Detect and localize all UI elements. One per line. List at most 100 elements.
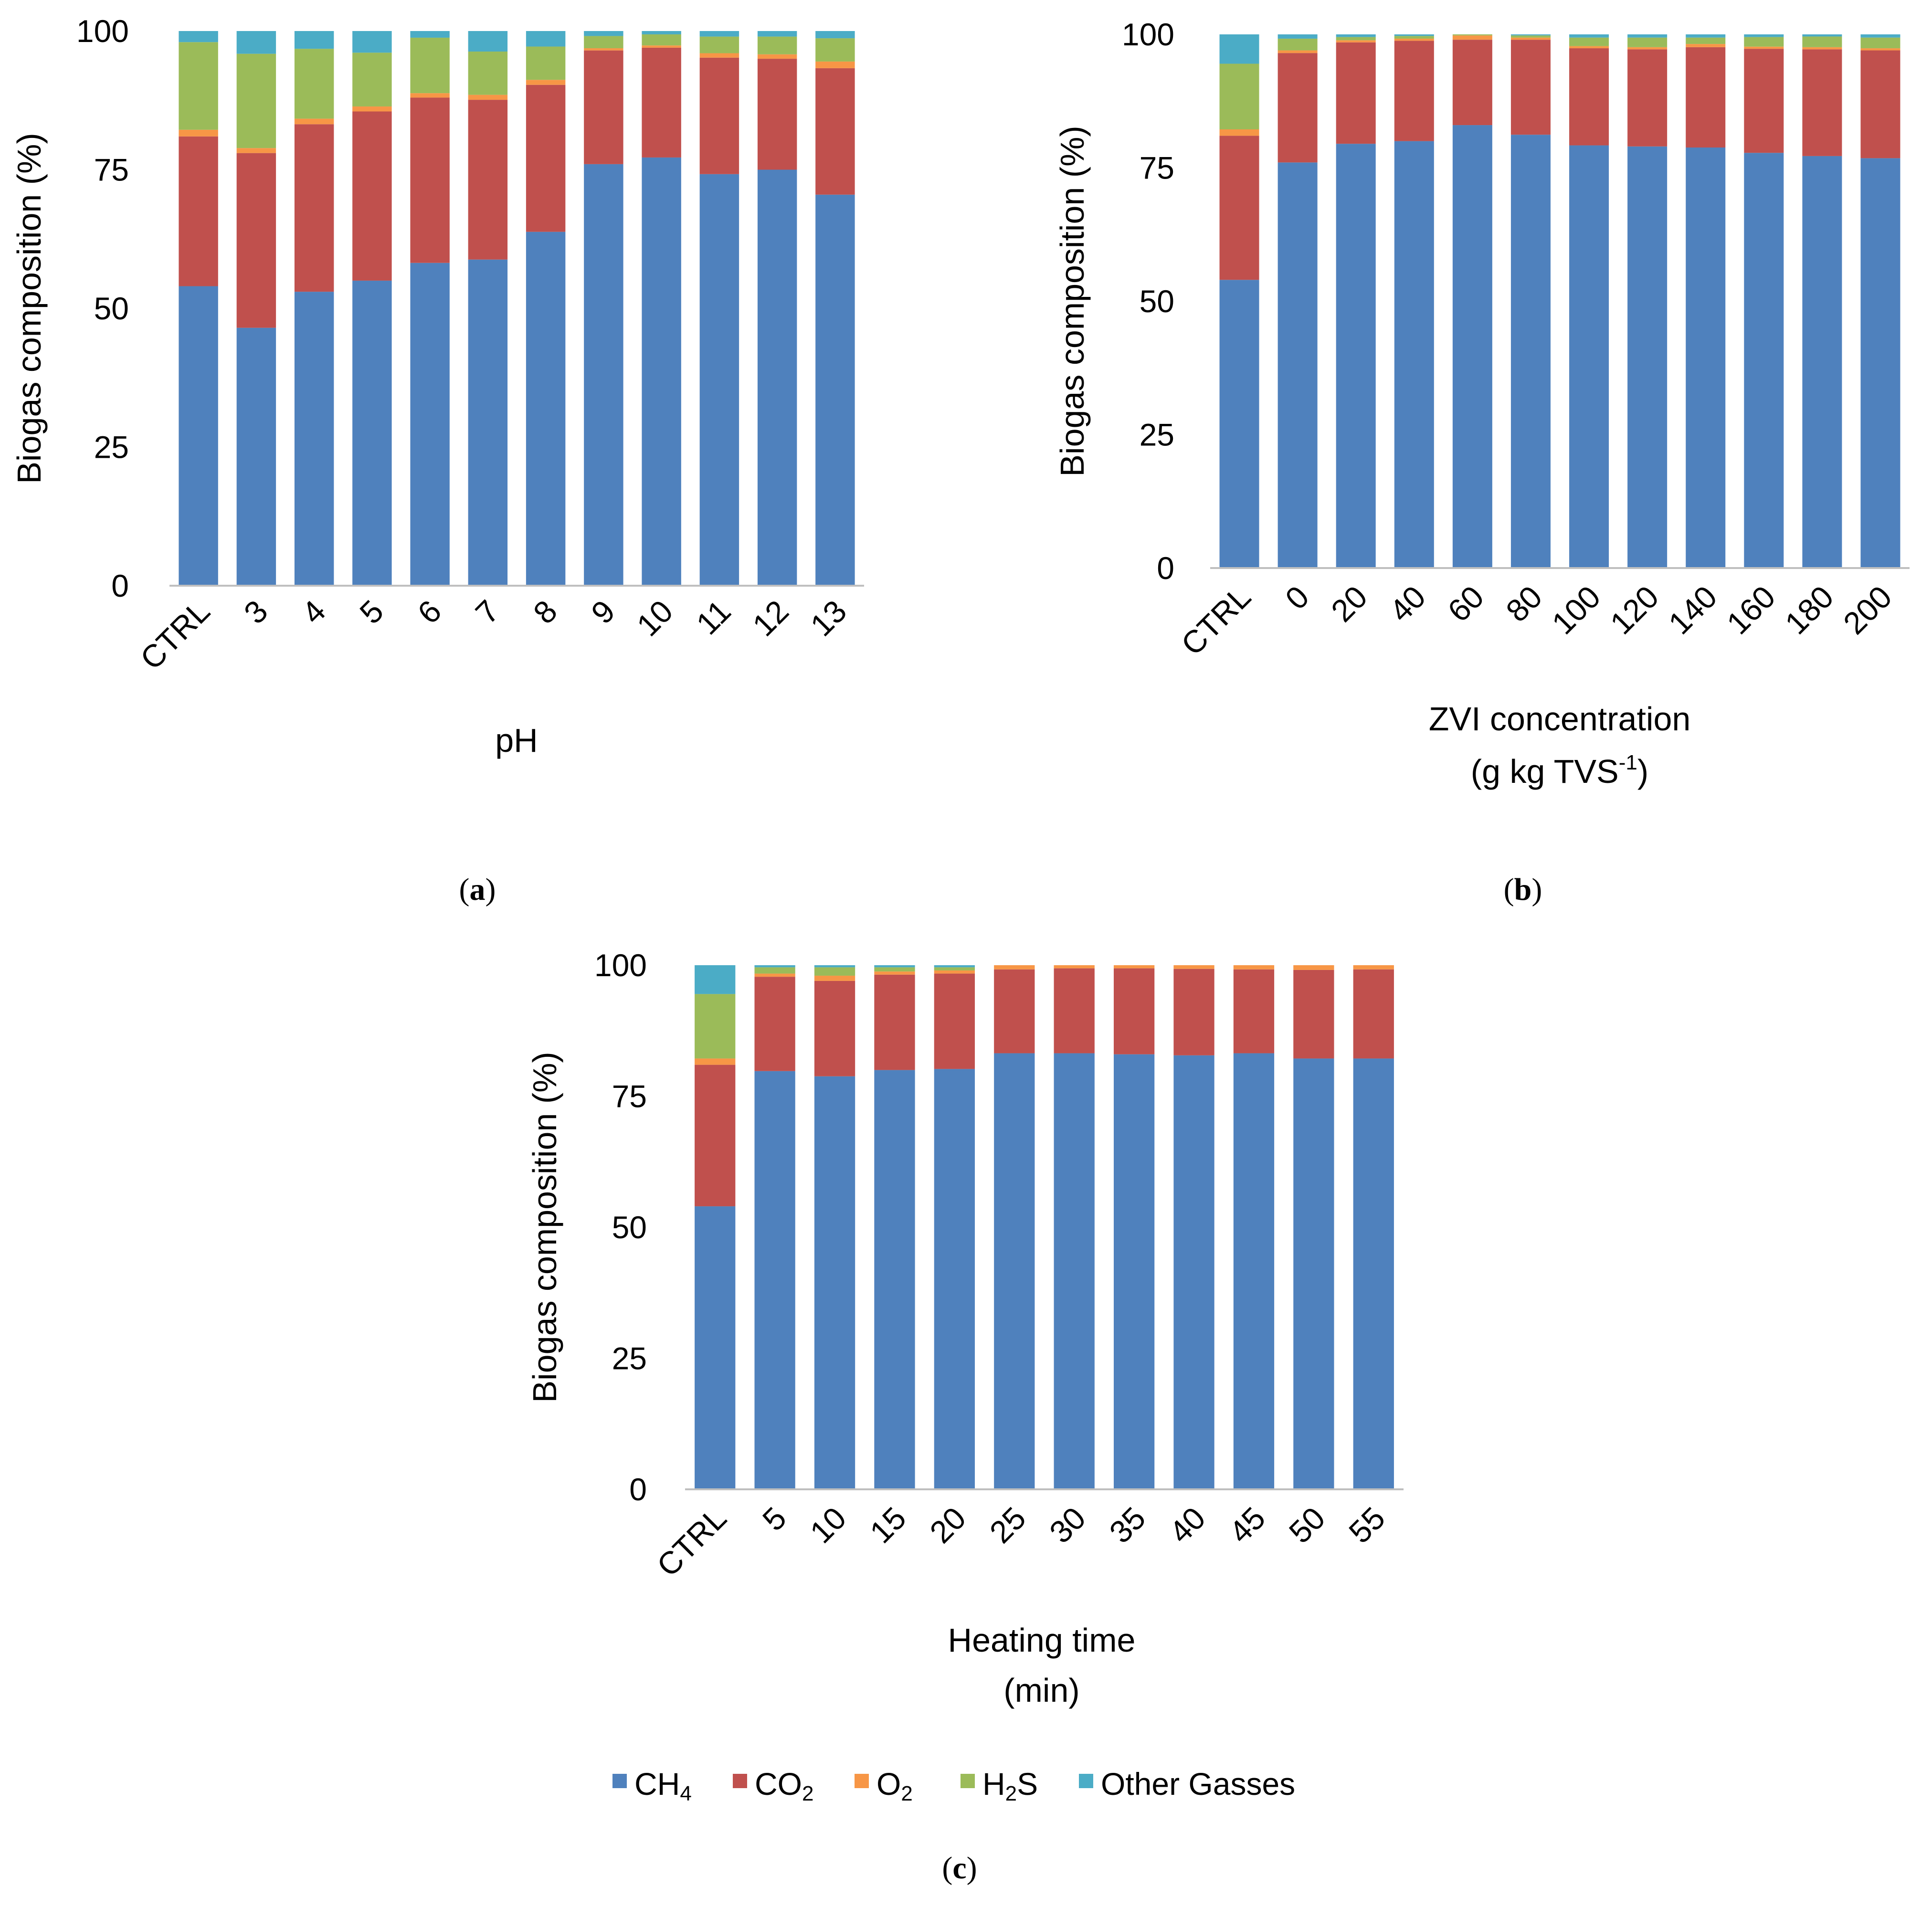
bar-segment-other: [815, 31, 855, 39]
x-tick-label: 140: [1661, 579, 1723, 641]
x-tick-label: CTRL: [650, 1500, 733, 1583]
bar-segment-h2s: [815, 38, 855, 62]
chart-panel-a: 0 25 50 75 100 CTRL 3 4 5 6 7 8 9 10 11 12 13 Biogas comp…: [11, 13, 864, 907]
bar-segment-co2: [1054, 968, 1095, 1054]
x-tick-label: 11: [689, 593, 738, 642]
bar-segment-other: [874, 965, 915, 968]
bar-segment-ch4: [1277, 162, 1318, 568]
x-tick-label: 40: [1162, 1500, 1212, 1550]
x-tick-label: 100: [1545, 579, 1607, 641]
bar-segment-ch4: [468, 259, 508, 586]
x-tick-label: CTRL: [1174, 579, 1257, 662]
bar-segment-co2: [1686, 47, 1726, 148]
x-tick-label: 13: [803, 593, 853, 643]
bar-segment-o2: [352, 106, 392, 112]
bar-segment-o2: [179, 129, 218, 137]
bar-segment-ch4: [410, 263, 450, 586]
x-axis-title-units: (min): [1003, 1672, 1079, 1709]
bar-segment-ch4: [526, 232, 566, 586]
bar-segment-co2: [1744, 49, 1784, 153]
legend-swatch-o2: [855, 1774, 869, 1788]
bar-segment-h2s: [1860, 37, 1900, 49]
x-tick-label: 80: [1499, 579, 1549, 629]
bar-segment-ch4: [994, 1053, 1035, 1489]
bar-segment-other: [584, 31, 623, 36]
bar-segment-co2: [1627, 49, 1668, 147]
bar-segment-co2: [294, 124, 334, 292]
x-tick-label: 5: [756, 1500, 793, 1538]
bar-segment-other: [695, 965, 736, 994]
bar-segment-h2s: [874, 967, 915, 972]
bar-segment-o2: [410, 93, 450, 98]
x-tick-label: 120: [1603, 579, 1665, 641]
x-tick-label: 50: [1282, 1500, 1332, 1550]
legend: CH4 CO2 O2 H2S Other Gasses: [612, 1766, 1295, 1805]
bar-segment-o2: [468, 95, 508, 100]
bar-segment-ch4: [179, 286, 218, 586]
bar-segment-co2: [1219, 136, 1259, 280]
bar-segment-ch4: [934, 1069, 975, 1489]
bar-segment-o2: [1353, 965, 1394, 969]
bar-segment-co2: [1277, 53, 1318, 163]
y-tick-label: 0: [629, 1472, 647, 1507]
bar-segment-h2s: [1336, 37, 1376, 41]
y-tick-label: 0: [111, 568, 129, 603]
y-tick-label: 75: [612, 1079, 647, 1114]
x-axis-title: Heating time: [948, 1622, 1136, 1659]
bar-segment-other: [642, 31, 681, 34]
bar-segment-ch4: [754, 1071, 795, 1489]
bar-segment-other: [1277, 34, 1318, 39]
bar-segment-h2s: [695, 994, 736, 1059]
bar-segment-co2: [584, 50, 623, 164]
x-tick-label: 4: [295, 593, 332, 631]
bar-segment-h2s: [1277, 38, 1318, 51]
bar-segment-ch4: [1627, 146, 1668, 568]
bar-segment-h2s: [236, 53, 276, 148]
bar-segment-o2: [1627, 47, 1668, 50]
bar-segment-h2s: [642, 34, 681, 46]
x-axis-title: ZVI concentration: [1429, 700, 1691, 738]
y-axis-title: Biogas composition (%): [526, 1052, 563, 1402]
bar-segment-h2s: [1744, 37, 1784, 47]
bar-segment-other: [1510, 34, 1551, 36]
bar-segment-ch4: [236, 327, 276, 586]
bar-segment-co2: [1113, 968, 1155, 1054]
y-tick-label: 50: [1140, 284, 1174, 319]
bar-segment-o2: [1293, 965, 1334, 970]
bar-segment-ch4: [874, 1070, 915, 1489]
bar-segment-o2: [1802, 47, 1842, 50]
bar-segment-o2: [526, 80, 566, 85]
bar-segment-h2s: [1686, 37, 1726, 44]
bar-segment-o2: [695, 1058, 736, 1065]
y-tick-label: 25: [1140, 417, 1174, 453]
x-tick-label: 8: [527, 593, 564, 631]
legend-label-other: Other Gasses: [1101, 1766, 1295, 1802]
bar-segment-co2: [1336, 42, 1376, 144]
y-tick-label: 0: [1157, 550, 1174, 586]
bar-segment-h2s: [1627, 37, 1668, 47]
bar-segment-co2: [934, 973, 975, 1069]
x-tick-label: 180: [1778, 579, 1840, 641]
bar-segment-ch4: [815, 194, 855, 586]
x-tick-label: 3: [237, 593, 274, 631]
bar-segment-co2: [642, 47, 681, 158]
bar-segment-o2: [584, 48, 623, 51]
bar-segment-h2s: [699, 36, 739, 53]
bar-segment-ch4: [1353, 1058, 1394, 1489]
bar-segment-h2s: [526, 46, 566, 80]
bar-segment-h2s: [468, 51, 508, 95]
bar-segment-h2s: [1394, 36, 1434, 39]
bar-segment-other: [468, 31, 508, 52]
bar-segment-h2s: [179, 42, 218, 130]
bar-segment-co2: [874, 974, 915, 1070]
x-tick-label: 9: [584, 593, 622, 631]
legend-swatch-co2: [733, 1774, 747, 1788]
bar-segment-ch4: [294, 292, 334, 586]
bar-segment-other: [757, 31, 797, 37]
bar-segment-other: [754, 965, 795, 968]
x-tick-label: CTRL: [133, 593, 216, 676]
bar-segment-other: [1219, 34, 1259, 64]
y-tick-label: 25: [94, 430, 129, 465]
